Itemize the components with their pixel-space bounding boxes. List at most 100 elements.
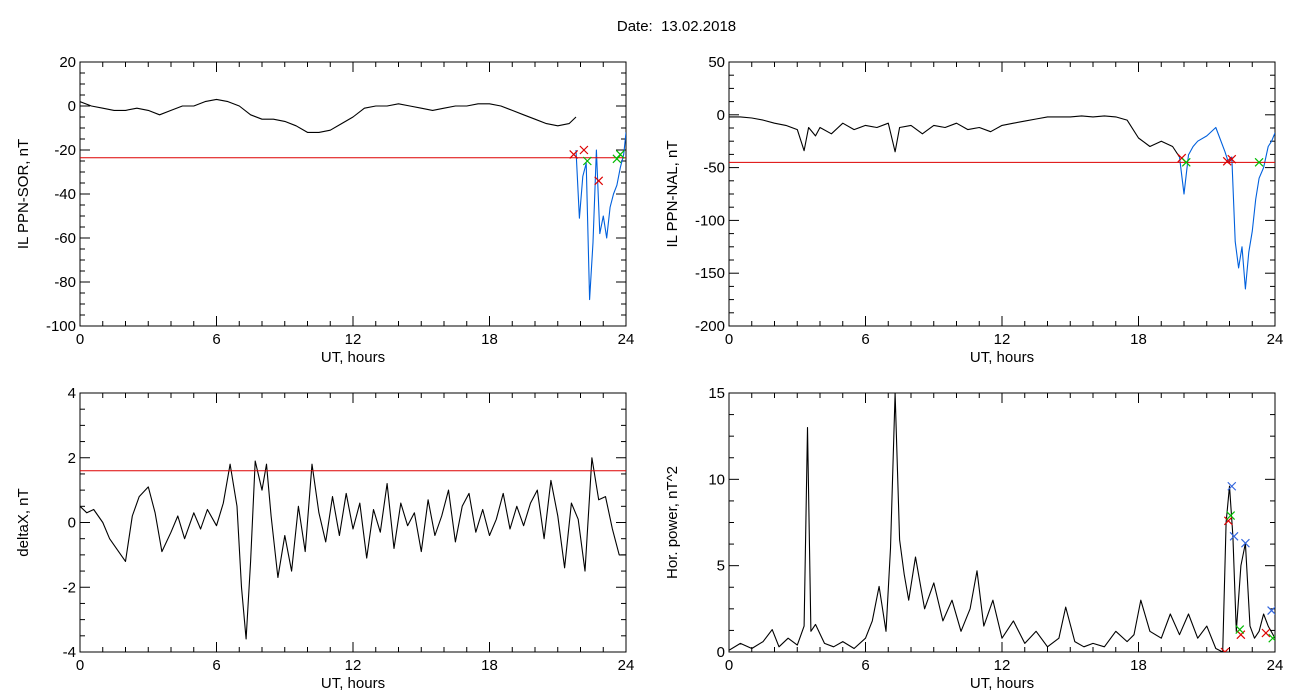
x-tick-label: 6 <box>861 657 869 674</box>
marker-stroke <box>594 176 604 186</box>
y-tick-label: -50 <box>703 160 725 177</box>
x-marker-marker_red <box>1236 630 1246 640</box>
marker-stroke <box>1224 647 1230 652</box>
marker-stroke <box>1227 154 1237 164</box>
y-tick-label: -150 <box>695 265 725 282</box>
x-marker-marker_green <box>582 156 592 166</box>
marker-stroke <box>1222 156 1232 166</box>
marker-stroke <box>1181 157 1191 167</box>
series-line-trace <box>729 393 1275 652</box>
chart-panel-3: 0 6 12 18 24 4 2 0 -2 -4 UT, hours deltaX, nT <box>15 385 634 692</box>
series-line-substorm <box>575 132 626 301</box>
x-tick-label: 6 <box>212 331 220 348</box>
plot-data-area <box>729 115 1275 290</box>
x-marker-marker_green <box>615 149 625 159</box>
marker-stroke <box>1267 606 1275 615</box>
x-marker-marker_blue <box>1241 538 1250 548</box>
chart-panel-2: 0 6 12 18 24 50 0 -50 -100 -150 -200 UT, hours IL PP… <box>664 54 1283 366</box>
x-tick-label: 6 <box>861 331 869 348</box>
y-tick-label: -100 <box>695 212 725 229</box>
x-tick-label: 24 <box>618 657 635 674</box>
x-tick-label: 12 <box>345 657 362 674</box>
series-line-trace <box>80 98 577 133</box>
x-marker-marker_green <box>1181 157 1191 167</box>
y-axis-label: IL PPN-NAL, nT <box>664 141 681 248</box>
marker-stroke <box>1236 630 1246 640</box>
series-line-substorm <box>1178 126 1275 290</box>
marker-stroke <box>1241 538 1250 548</box>
x-tick-label: 24 <box>618 331 635 348</box>
plot-data-area <box>729 393 1275 652</box>
x-tick-label: 24 <box>1267 657 1284 674</box>
plot-frame <box>79 392 627 653</box>
plot-data-area <box>80 98 626 301</box>
x-marker-marker_red <box>569 149 579 159</box>
x-tick-label: 0 <box>725 331 733 348</box>
x-tick-label: 18 <box>1130 331 1147 348</box>
y-axis-label: deltaX, nT <box>15 488 32 556</box>
x-marker-marker_blue <box>1267 606 1275 615</box>
chart-panel-4: 0 6 12 18 24 15 10 5 0 UT, hours Hor. power, nT^2 <box>664 385 1283 692</box>
x-tick-label: 24 <box>1267 331 1284 348</box>
series-line-trace <box>80 457 626 640</box>
y-tick-label: -60 <box>54 230 76 247</box>
x-marker-marker_green <box>1226 511 1236 521</box>
x-marker-marker_red <box>1222 156 1232 166</box>
x-marker-marker_blue <box>1229 531 1239 541</box>
marker-stroke <box>1227 481 1237 491</box>
series-line-trace <box>729 115 1180 158</box>
y-tick-label: -200 <box>695 318 725 335</box>
marker-stroke <box>1261 628 1271 638</box>
x-marker-marker_red <box>1220 647 1230 652</box>
x-tick-label: 12 <box>345 331 362 348</box>
marker-stroke <box>1220 647 1226 652</box>
marker-stroke <box>1226 511 1236 521</box>
marker-stroke <box>615 149 625 159</box>
plot-frame <box>728 61 1276 327</box>
plot-data-area <box>80 457 626 640</box>
marker-stroke <box>1229 531 1239 541</box>
y-tick-label: -80 <box>54 274 76 291</box>
x-tick-label: 12 <box>994 331 1011 348</box>
chart-panel-1: 0 6 12 18 24 20 0 -20 -40 -60 -80 -100 UT, hours IL P… <box>15 54 634 366</box>
x-marker-marker_green <box>1268 633 1275 643</box>
marker-stroke <box>1268 635 1275 643</box>
x-marker-marker_green <box>1254 157 1264 167</box>
x-marker-marker_red <box>1261 628 1271 638</box>
y-tick-label: 20 <box>59 54 76 71</box>
y-tick-label: 2 <box>68 450 76 467</box>
y-tick-label: 50 <box>708 54 725 71</box>
marker-stroke <box>582 156 592 166</box>
x-tick-label: 18 <box>481 331 498 348</box>
x-marker-marker_red <box>594 176 604 186</box>
x-axis-label: UT, hours <box>321 675 385 692</box>
x-axis-label: UT, hours <box>321 349 385 366</box>
x-axis-label: UT, hours <box>970 349 1034 366</box>
y-tick-label: 15 <box>708 385 725 402</box>
y-tick-label: 0 <box>68 98 76 115</box>
y-tick-label: -4 <box>63 644 76 661</box>
marker-stroke <box>569 149 579 159</box>
x-tick-label: 0 <box>76 657 84 674</box>
y-axis-label: Hor. power, nT^2 <box>664 466 681 579</box>
marker-stroke <box>1254 157 1264 167</box>
y-tick-label: -2 <box>63 579 76 596</box>
figure-title: Date: 13.02.2018 <box>0 18 1300 35</box>
x-tick-label: 18 <box>1130 657 1147 674</box>
x-marker-marker_red <box>1227 154 1237 164</box>
x-marker-marker_green <box>1235 625 1245 634</box>
x-tick-label: 6 <box>212 657 220 674</box>
x-tick-label: 0 <box>725 657 733 674</box>
marker-stroke <box>1177 153 1187 163</box>
y-tick-label: 10 <box>708 471 725 488</box>
marker-stroke <box>612 154 622 164</box>
y-tick-label: -40 <box>54 186 76 203</box>
marker-stroke <box>1235 625 1245 634</box>
x-marker-marker_red <box>1223 516 1233 526</box>
marker-stroke <box>579 145 589 155</box>
y-tick-label: -100 <box>46 318 76 335</box>
y-tick-label: 0 <box>717 644 725 661</box>
x-tick-label: 0 <box>76 331 84 348</box>
x-marker-marker_green <box>612 154 622 164</box>
